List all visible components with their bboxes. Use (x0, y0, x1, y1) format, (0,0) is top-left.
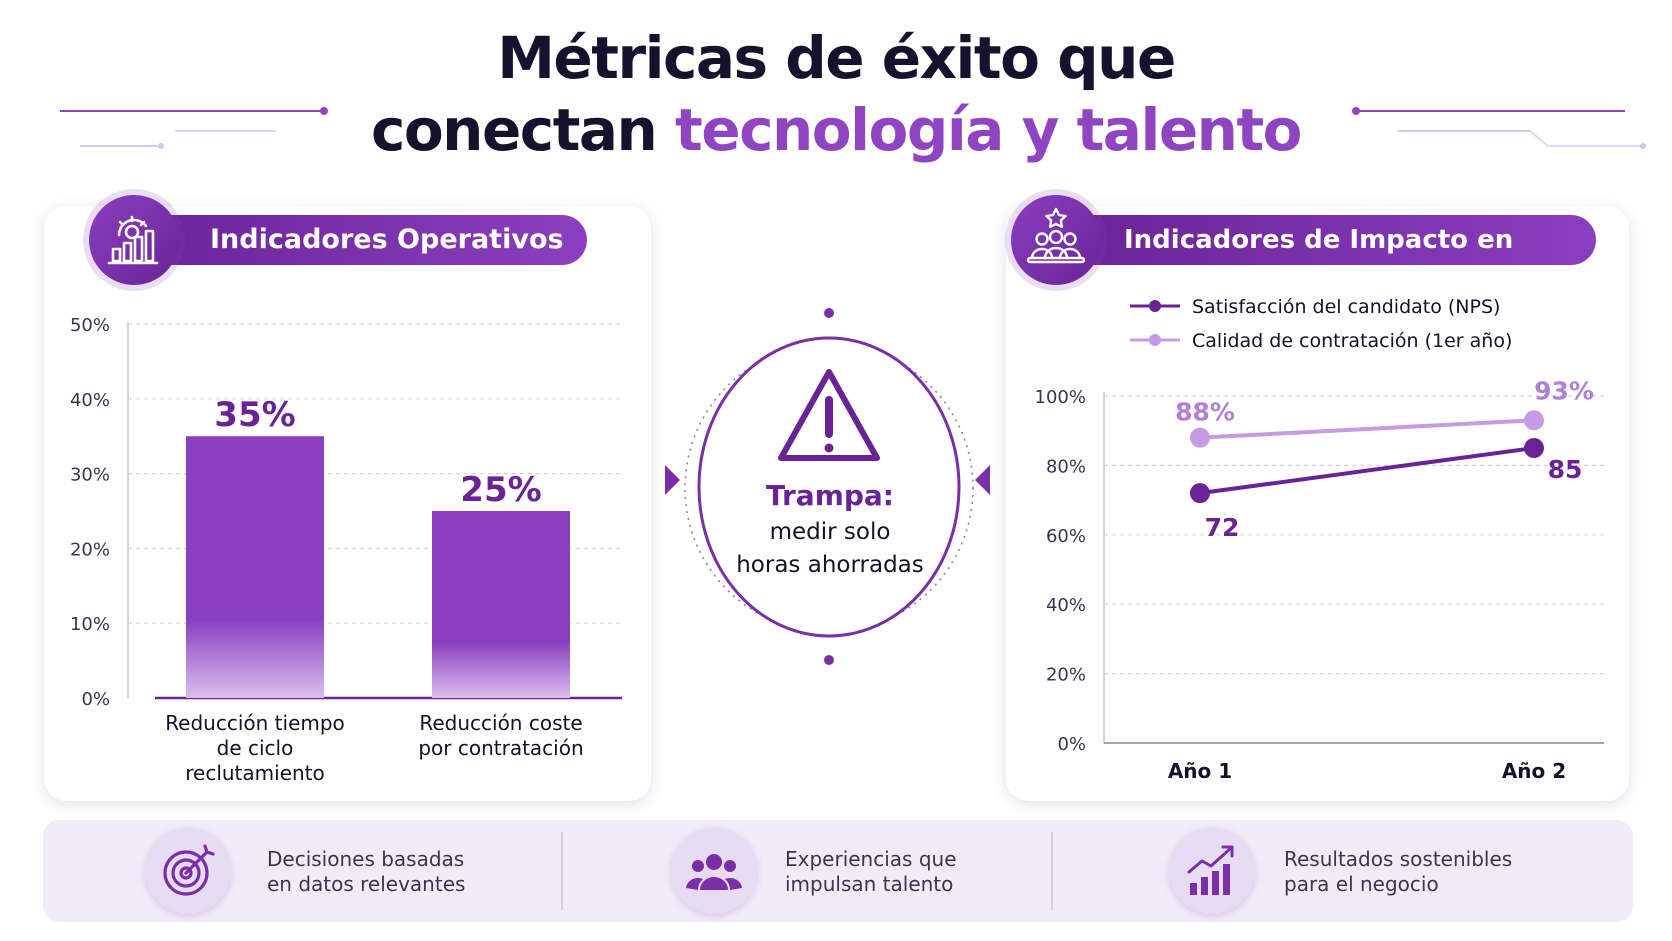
title-line-2: conectan tecnología y talento (0, 94, 1672, 166)
feature-divider-2 (1051, 832, 1053, 910)
talent-header-title: Indicadores de Impacto en Talento (1124, 225, 1514, 305)
series-2-point (1190, 427, 1210, 448)
feature-2-text: Experiencias que impulsan talento (785, 847, 957, 896)
bar-2 (432, 511, 570, 698)
features-strip (43, 820, 1633, 922)
series-1-data-label: 85 (1548, 455, 1583, 484)
title-line-1: Métricas de éxito que (497, 24, 1176, 92)
line-ytick-label: 0% (1057, 734, 1086, 755)
talent-line-chart: Satisfacción del candidato (NPS) Calidad … (1035, 296, 1604, 783)
line-ytick-label: 100% (1035, 387, 1086, 408)
ring-dot-bottom (824, 655, 834, 665)
left-pointer-icon (665, 465, 680, 495)
growth-chart-icon (1187, 845, 1234, 895)
feature-3-text: Resultados sostenibles para el negocio (1284, 847, 1513, 896)
operational-header: Indicadores Operativos (132, 215, 587, 265)
series-2-point (1524, 410, 1544, 431)
line-ytick-label: 40% (1046, 595, 1086, 616)
warning-text-line-2: horas ahorradas (736, 552, 924, 578)
gear-chart-icon (107, 215, 159, 265)
title-highlight: tecnología y talento (675, 96, 1302, 164)
series-line-1 (1198, 446, 1536, 496)
warning-ring (697, 336, 961, 638)
bar-ytick-label: 50% (70, 315, 110, 336)
legend-marker (1149, 300, 1161, 312)
series-1-point (1524, 438, 1544, 459)
feature-1-badge (145, 828, 231, 914)
line-xtick-label: Año 1 (1168, 759, 1232, 783)
operational-card (44, 206, 651, 801)
bar-1 (186, 436, 324, 698)
ring-dot-top (824, 308, 834, 318)
bar-ytick-label: 30% (70, 465, 110, 486)
warning-badge (665, 308, 990, 665)
bar-ytick-label: 0% (81, 689, 110, 710)
feature-2-badge (671, 828, 757, 914)
series-1-point (1190, 483, 1210, 504)
bar-category-label: Reducción coste por contratación (418, 711, 584, 760)
series-2-data-label: 93% (1534, 376, 1594, 405)
series-line-2 (1198, 418, 1536, 440)
operational-header-title: Indicadores Operativos (210, 224, 564, 255)
talent-header-badge (1011, 195, 1101, 285)
feature-1-text: Decisiones basadas en datos relevantes (267, 847, 466, 896)
operational-header-badge (89, 195, 179, 285)
team-icon (686, 854, 742, 890)
target-icon (163, 844, 215, 896)
warning-text-line-1: medir solo (769, 519, 891, 545)
series-1-data-label: 72 (1205, 513, 1240, 542)
decorative-lines (60, 107, 1646, 149)
bar-ytick-label: 10% (70, 614, 110, 635)
line-xtick-label: Año 2 (1502, 759, 1566, 783)
bar-value-label: 35% (214, 395, 295, 435)
operational-bar-chart: 0% 10% 20% 30% 40% 50% 35% 25% (70, 315, 622, 710)
feature-divider-1 (561, 832, 563, 910)
talent-header: Indicadores de Impacto en Talento (1066, 215, 1596, 305)
warning-label: Trampa: (765, 479, 895, 512)
feature-3-badge (1169, 828, 1255, 914)
bar-category-label: Reducción tiempo de ciclo reclutamiento (165, 711, 345, 785)
warning-text: medir solo horas ahorradas (700, 516, 960, 582)
line-ytick-label: 20% (1046, 665, 1086, 686)
bar-ytick-label: 20% (70, 539, 110, 560)
line-ytick-label: 80% (1046, 456, 1086, 477)
right-pointer-icon (975, 465, 990, 495)
line-ytick-label: 60% (1046, 526, 1086, 547)
legend-marker (1149, 334, 1161, 346)
legend-label: Satisfacción del candidato (NPS) (1192, 296, 1500, 318)
bar-value-label: 25% (460, 470, 541, 510)
series-2-data-label: 88% (1175, 398, 1235, 427)
title-plain: conectan (370, 96, 676, 164)
people-star-icon (1026, 207, 1086, 264)
legend-label: Calidad de contratación (1er año) (1192, 330, 1512, 352)
bar-ytick-label: 40% (70, 390, 110, 411)
warning-triangle-icon (778, 369, 880, 461)
page-title: Métricas de éxito que conectan tecnologí… (0, 22, 1672, 166)
warning-dotted-ring (684, 343, 974, 633)
talent-card (1006, 206, 1629, 801)
